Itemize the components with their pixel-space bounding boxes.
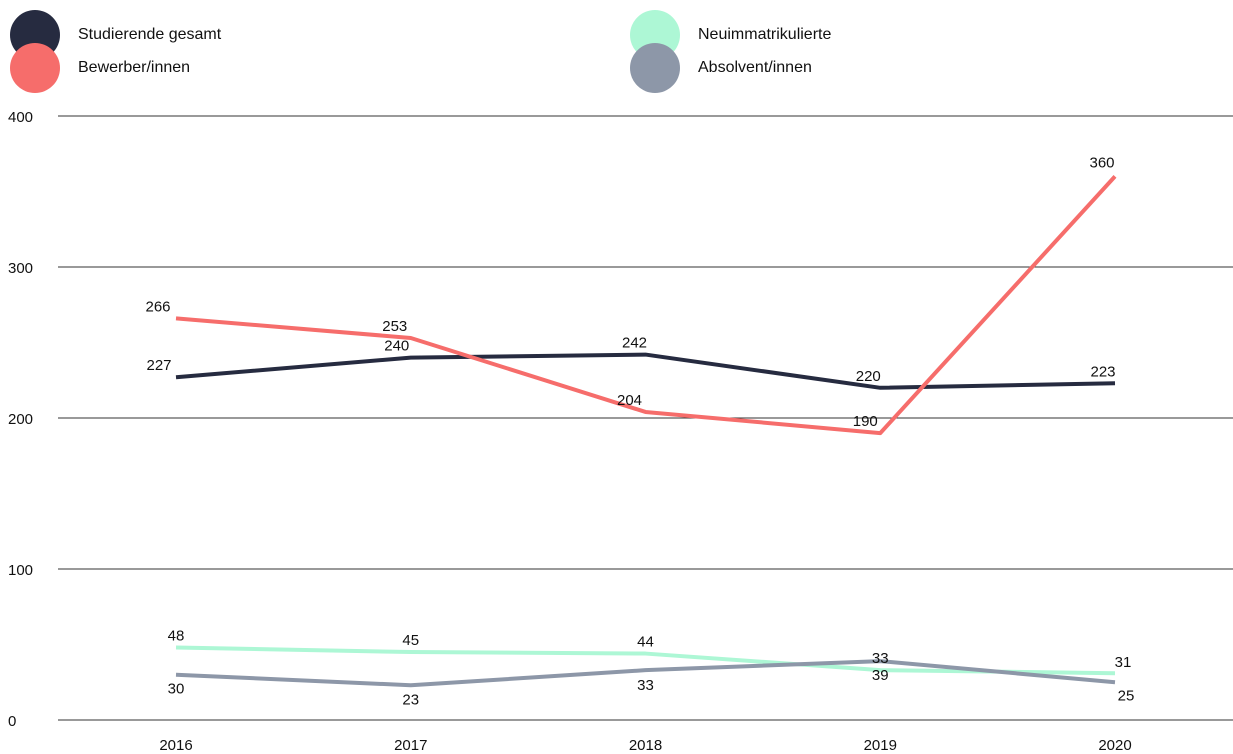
data-label-bewerber-innen: 360 xyxy=(1089,154,1114,171)
data-label-bewerber-innen: 253 xyxy=(382,318,407,335)
data-label-studierende-gesamt: 242 xyxy=(622,335,647,352)
data-label-studierende-gesamt: 223 xyxy=(1090,363,1115,380)
data-label-bewerber-innen: 204 xyxy=(617,392,642,409)
legend-label-studierende-gesamt: Studierende gesamt xyxy=(78,26,222,43)
legend-label-absolvent-innen: Absolvent/innen xyxy=(698,59,812,76)
series-line-studierende-gesamt xyxy=(175,352,1116,390)
data-label-neuimmatrikulierte: 33 xyxy=(872,650,889,667)
data-label-bewerber-innen: 266 xyxy=(145,298,170,315)
y-tick-label: 100 xyxy=(8,562,33,579)
data-label-neuimmatrikulierte: 48 xyxy=(168,628,185,645)
x-tick-label: 2020 xyxy=(1098,737,1131,754)
data-label-studierende-gesamt: 220 xyxy=(856,368,881,385)
data-label-absolvent-innen: 30 xyxy=(168,681,185,698)
data-label-neuimmatrikulierte: 44 xyxy=(637,634,654,651)
y-tick-label: 200 xyxy=(8,411,33,428)
data-label-studierende-gesamt: 227 xyxy=(146,357,171,374)
x-tick-label: 2019 xyxy=(864,737,897,754)
x-tick-label: 2017 xyxy=(394,737,427,754)
legend-label-neuimmatrikulierte: Neuimmatrikulierte xyxy=(698,26,832,43)
series-line-absolvent-innen xyxy=(175,659,1116,688)
legend-item-absolvent-innen[interactable]: Absolvent/innen xyxy=(630,43,812,93)
data-label-absolvent-innen: 25 xyxy=(1118,687,1135,704)
series-line-neuimmatrikulierte xyxy=(175,645,1116,676)
x-tick-label: 2018 xyxy=(629,737,662,754)
data-label-absolvent-innen: 33 xyxy=(637,677,654,694)
data-label-studierende-gesamt: 240 xyxy=(384,338,409,355)
data-label-absolvent-innen: 23 xyxy=(402,691,419,708)
legend-swatch-absolvent-innen xyxy=(630,43,680,93)
data-label-neuimmatrikulierte: 31 xyxy=(1115,654,1132,671)
legend-item-bewerber-innen[interactable]: Bewerber/innen xyxy=(10,43,190,93)
data-label-bewerber-innen: 190 xyxy=(853,413,878,430)
y-tick-label: 300 xyxy=(8,260,33,277)
legend-swatch-bewerber-innen xyxy=(10,43,60,93)
data-label-neuimmatrikulierte: 45 xyxy=(402,632,419,649)
y-tick-label: 400 xyxy=(8,109,33,126)
data-label-absolvent-innen: 39 xyxy=(872,667,889,684)
series-line-bewerber-innen xyxy=(175,175,1117,436)
y-tick-label: 0 xyxy=(8,713,16,730)
x-tick-label: 2016 xyxy=(159,737,192,754)
legend-label-bewerber-innen: Bewerber/innen xyxy=(78,59,191,76)
